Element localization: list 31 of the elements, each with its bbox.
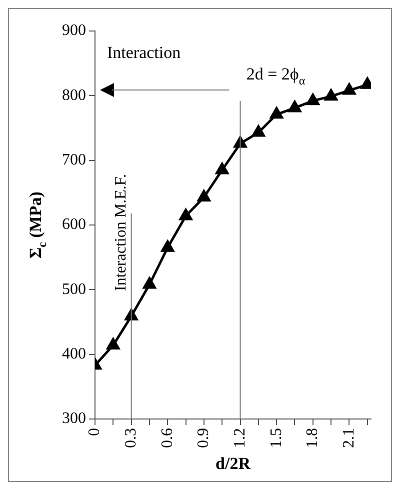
point [342, 83, 356, 95]
ref-line-label: Interaction M.E.F. [112, 174, 130, 291]
y-tick-label: 800 [62, 86, 86, 104]
x-tick-label: 1.5 [268, 428, 285, 448]
point [106, 338, 120, 350]
x-tick-label: 1.2 [231, 428, 248, 448]
x-tick-label: 0.6 [158, 428, 176, 448]
x-tick-label: 0.3 [122, 428, 140, 448]
point [216, 162, 229, 174]
point [324, 89, 338, 101]
x-tick-label: 0 [86, 428, 104, 436]
y-tick-label: 500 [62, 280, 86, 298]
y-tick-label: 600 [62, 216, 86, 234]
point [252, 125, 265, 137]
point [270, 107, 284, 119]
y-axis-title: Σc (MPa) [26, 192, 50, 258]
point [306, 94, 320, 106]
x-axis-title: d/2R [216, 454, 252, 473]
y-tick-label: 700 [62, 152, 86, 169]
y-tick-label: 400 [62, 346, 86, 363]
x-tick-label: 0.9 [195, 428, 212, 448]
x-tick-label: 1.8 [304, 428, 322, 448]
point [198, 190, 210, 202]
y-tick-label: 300 [62, 410, 86, 428]
x-tick-label: 2.1 [340, 428, 358, 448]
point [143, 277, 156, 289]
point [161, 240, 174, 252]
annotation: Interaction [107, 43, 182, 62]
y-tick-label: 900 [62, 22, 86, 40]
point [288, 100, 302, 112]
point [179, 208, 192, 220]
